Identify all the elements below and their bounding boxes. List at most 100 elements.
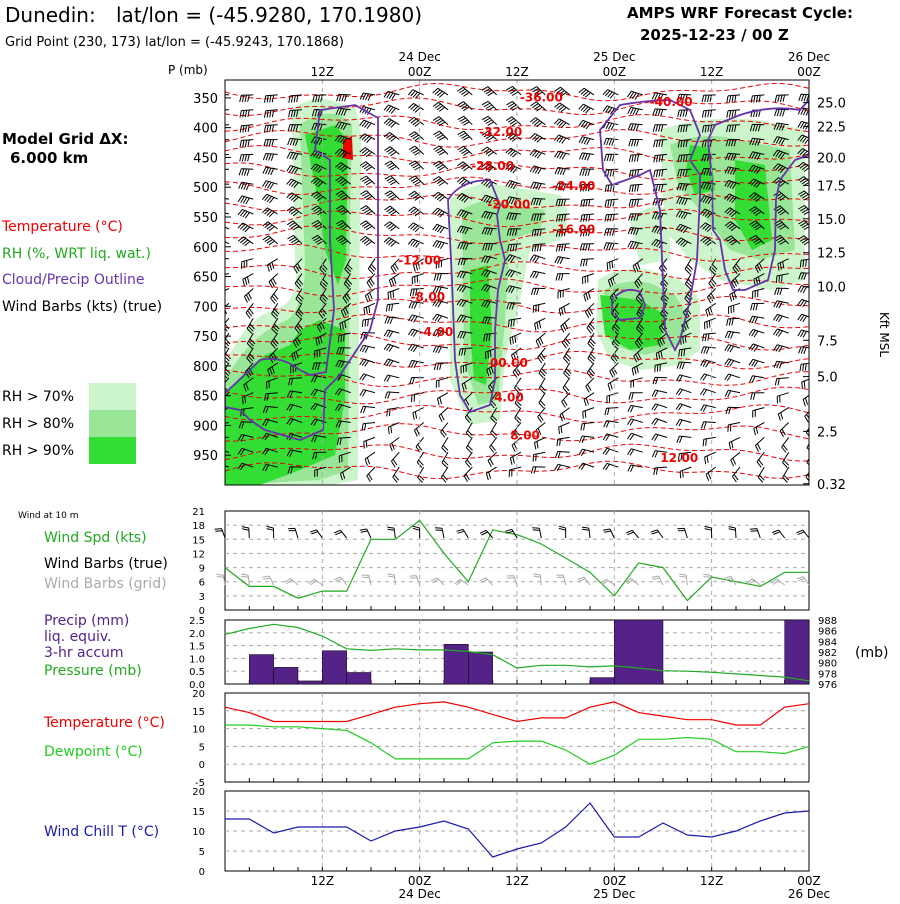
- wind-barb: [335, 176, 352, 187]
- wind-barb: [773, 219, 790, 230]
- wind-barb: [630, 377, 643, 388]
- wind-barb: [586, 317, 595, 334]
- wind-barb: [651, 433, 668, 441]
- wind-barb: [797, 120, 809, 130]
- wind-barb: [631, 362, 643, 376]
- wind-barb: [603, 153, 619, 162]
- wind-barb: [555, 213, 570, 222]
- pressure-tick-label: 850: [193, 390, 218, 405]
- isotherm-label: 12.00: [660, 451, 698, 465]
- wind-barb: [261, 207, 278, 218]
- wind-barb: [538, 362, 547, 379]
- legend-cloud-outline: Cloud/Precip Outline: [2, 272, 145, 288]
- wind-barb: [264, 392, 278, 401]
- wind-barb: [561, 392, 571, 408]
- wind-barb: [724, 221, 741, 232]
- wind-barb: [433, 273, 449, 281]
- wind-barb: [701, 139, 716, 148]
- wind-barb: [797, 313, 809, 323]
- wind-barb: [286, 151, 303, 161]
- wind-barb: [750, 392, 765, 400]
- cloud-outline: [599, 99, 701, 353]
- wind-barb: [627, 106, 643, 116]
- wind-barb: [310, 149, 327, 160]
- wind-barb: [634, 332, 644, 349]
- wind-barb: [409, 377, 424, 385]
- wind-barb: [652, 124, 668, 132]
- wind-barb: [440, 422, 449, 438]
- height-tick-label: 7.5: [817, 334, 838, 349]
- wind-barb: [628, 153, 643, 163]
- isotherm-label: -20.00: [487, 198, 530, 212]
- wind-barb: [582, 273, 595, 285]
- legend-rh80: RH > 80%: [2, 416, 74, 432]
- wind-barb: [267, 362, 278, 377]
- wind-barb: [676, 183, 692, 191]
- bottom-time-label: 12Z: [311, 874, 335, 888]
- wind-barb: [777, 258, 789, 271]
- wind-barb: [579, 183, 595, 192]
- wind-barb: [480, 269, 497, 278]
- wind-barb: [433, 130, 449, 141]
- wind-barb: [561, 332, 571, 349]
- bottom-time-label: 12Z: [505, 874, 529, 888]
- height-tick-label: 5.0: [817, 371, 838, 386]
- precip-bar: [589, 677, 615, 685]
- wind-barb: [339, 466, 351, 481]
- legend-wind-barbs-true: Wind Barbs (true): [44, 556, 168, 572]
- grid-wind-barb: [409, 575, 421, 586]
- wind-barb: [456, 298, 473, 308]
- wind-barb: [294, 273, 304, 290]
- wind-barb: [237, 434, 254, 442]
- wind-barb: [675, 223, 692, 234]
- wind-barb: [553, 118, 570, 129]
- wind-barb: [388, 273, 400, 288]
- legend-rh70-swatch: [89, 383, 136, 410]
- wind-barb: [583, 392, 595, 407]
- wind-barb: [705, 466, 716, 481]
- wind-barb: [457, 330, 473, 339]
- legend-temperature: Temperature (°C): [1, 219, 123, 235]
- y-tick-label: 1.5: [189, 642, 205, 653]
- legend-rh70: RH > 70%: [2, 389, 74, 405]
- wind-barb: [294, 317, 303, 334]
- y-tick-label: 0.5: [189, 667, 205, 678]
- wind-barb: [626, 432, 643, 441]
- wind-barb: [779, 422, 790, 438]
- wind-barb: [658, 258, 668, 274]
- wind-barb: [534, 436, 546, 450]
- wind-barb: [678, 347, 692, 357]
- grid-wind-barb: [387, 573, 396, 586]
- wind-barb: [263, 94, 278, 103]
- wind-barb: [699, 373, 716, 381]
- wind-barb: [271, 317, 280, 334]
- wind-barb: [465, 437, 473, 454]
- wind-barb: [774, 377, 789, 386]
- wind-barb: [653, 466, 668, 475]
- wind-barb: [286, 417, 303, 426]
- wind-barb: [480, 283, 497, 293]
- isotherm-label: -24.00: [552, 179, 595, 193]
- wind-barb: [384, 391, 400, 399]
- legend-dewpoint: Dewpoint (°C): [44, 744, 143, 760]
- wind-barb: [797, 107, 809, 116]
- wind-barb: [334, 134, 351, 144]
- wind-barb: [535, 332, 546, 348]
- wind-barb: [652, 376, 668, 385]
- grid-wind-barb: [600, 578, 615, 586]
- wind-barb: [632, 258, 643, 273]
- wind-barb: [627, 464, 643, 473]
- wind-barb: [384, 160, 400, 171]
- wind-barb: [773, 344, 789, 353]
- wind-barb: [384, 175, 400, 186]
- wind-barb: [390, 258, 400, 274]
- wind-barb: [407, 328, 424, 337]
- wind-barb: [728, 436, 741, 450]
- wind-panel: 0 3 6 9 12 15 18 21: [192, 507, 810, 617]
- wind-barb: [582, 407, 595, 419]
- wind-barb: [529, 117, 546, 128]
- wind-barb: [676, 361, 692, 370]
- wind-barb: [748, 178, 765, 188]
- y-tick-label: 0: [199, 867, 205, 878]
